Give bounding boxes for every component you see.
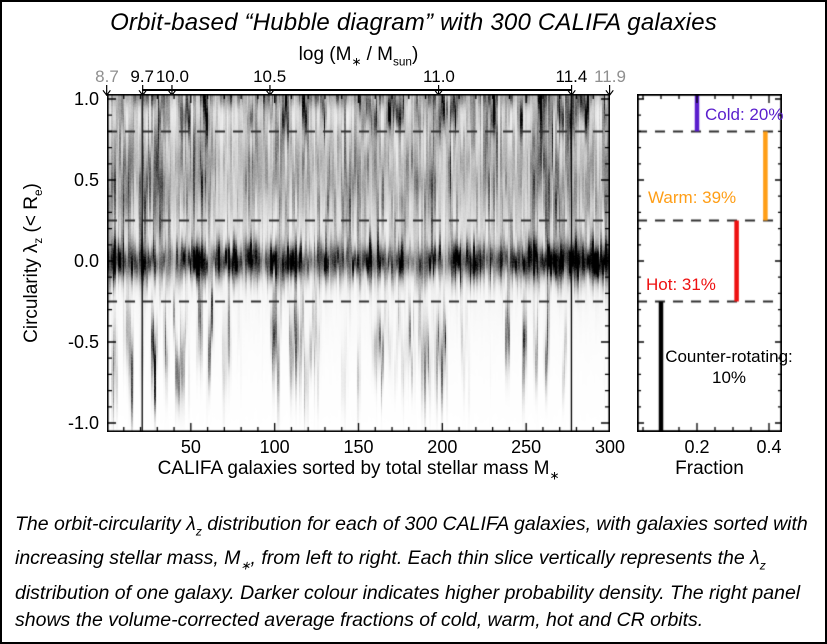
x-tick-label-150: 150 xyxy=(343,437,374,457)
fraction-panel-canvas xyxy=(637,94,782,432)
mass-tick-11.9: 11.9 xyxy=(594,68,626,96)
subscript-text: e xyxy=(32,189,46,197)
mass-tick-label: 9.7 xyxy=(130,67,155,86)
fraction-axis-label: Fraction xyxy=(675,458,744,479)
mass-tick-8.7: 8.7 xyxy=(95,68,119,96)
y-tick-label-0.0: 0.0 xyxy=(73,251,99,271)
fraction-tick-label-0.2: 0.2 xyxy=(684,437,710,457)
text-segment: The orbit-circularity λ xyxy=(15,513,196,535)
mass-tick-label: 11.4 xyxy=(555,67,588,86)
y-tick-label-0.5: 0.5 xyxy=(73,170,99,190)
y-tick-label--0.5: -0.5 xyxy=(67,332,99,352)
circularity-heatmap-canvas xyxy=(107,94,610,432)
subscript-text: ∗ xyxy=(351,55,362,69)
x-tick-label-100: 100 xyxy=(259,437,290,457)
figure-caption: The orbit-circularity λz distribution fo… xyxy=(15,511,815,634)
mass-tick-9.7: 9.7 xyxy=(130,68,154,96)
subscript-text: z xyxy=(32,237,46,244)
mass-tick-label: 11.9 xyxy=(594,67,626,86)
mass-range-bracket-line xyxy=(142,89,572,91)
x-tick-label-250: 250 xyxy=(511,437,542,457)
subscript-text: z xyxy=(195,524,202,539)
subscript-text: z xyxy=(759,558,766,573)
x-axis-label: CALIFA galaxies sorted by total stellar … xyxy=(107,458,610,482)
text-segment: CALIFA galaxies sorted by total stellar … xyxy=(157,458,550,479)
y-tick-label--1.0: -1.0 xyxy=(67,413,99,433)
counter-rotating-fraction-label: Counter-rotating: 10% xyxy=(665,347,793,387)
y-tick-label-1.0: 1.0 xyxy=(73,89,99,109)
fraction-tick-label-0.4: 0.4 xyxy=(756,437,782,457)
text-segment: distribution for each of 300 CALIFA gala… xyxy=(15,513,808,570)
x-tick-label-200: 200 xyxy=(427,437,458,457)
cold-fraction-label: Cold: 20% xyxy=(705,105,784,124)
text-segment: ) xyxy=(20,183,42,190)
x-tick-label-50: 50 xyxy=(180,437,201,457)
text-segment: / M xyxy=(361,44,393,65)
mass-tick-11.4: 11.4 xyxy=(555,67,588,96)
warm-fraction-label: Warm: 39% xyxy=(648,188,737,207)
top-axis-label: log (M∗ / Msun) xyxy=(107,44,610,68)
y-axis-label: Circularity λz (< Re) xyxy=(21,183,45,343)
subscript-text: ∗ xyxy=(240,558,251,573)
text-segment: (< R xyxy=(20,196,42,238)
subscript-text: sun xyxy=(393,55,412,69)
figure-title: Orbit-based “Hubble diagram” with 300 CA… xyxy=(110,9,717,36)
mass-tick-11.0: 11.0 xyxy=(423,68,455,96)
text-segment: , from left to right. Each thin slice ve… xyxy=(250,547,760,570)
mass-tick-label: 10.5 xyxy=(253,67,287,86)
x-tick-label-300: 300 xyxy=(594,437,626,457)
text-segment: distribution of one galaxy. Darker colou… xyxy=(15,581,801,631)
down-arrow-icon xyxy=(102,85,112,96)
hot-fraction-label: Hot: 31% xyxy=(646,275,716,294)
subscript-text: ∗ xyxy=(549,469,560,483)
text-segment: log (M xyxy=(298,44,352,65)
text-segment: ) xyxy=(411,44,419,65)
mass-tick-10.5: 10.5 xyxy=(253,68,286,96)
mass-tick-10.0: 10.0 xyxy=(156,68,189,96)
text-segment: Circularity λ xyxy=(20,243,42,343)
mass-tick-label: 11.0 xyxy=(423,67,455,86)
mass-tick-label: 8.7 xyxy=(95,67,119,86)
mass-tick-label: 10.0 xyxy=(155,67,189,86)
